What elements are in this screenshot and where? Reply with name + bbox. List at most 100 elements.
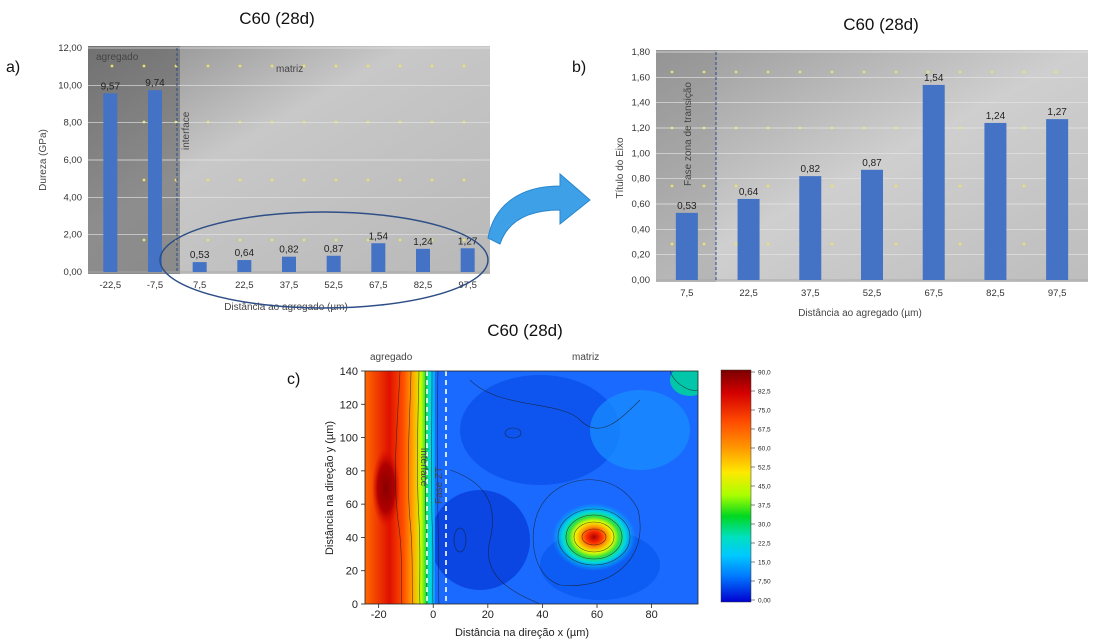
indent-mark-icon <box>302 64 306 68</box>
indent-mark-icon <box>398 178 402 182</box>
colorbar-label: 45,0 <box>758 484 771 491</box>
c-ytick-label: 80 <box>346 466 358 478</box>
indent-mark-icon <box>238 178 242 182</box>
a-data-label: 0,82 <box>279 245 299 256</box>
b-bar <box>675 212 698 280</box>
colorbar-label: 67,5 <box>758 427 771 434</box>
a-xtick-label: 22,5 <box>235 280 254 291</box>
b-ytick-label: 0,00 <box>632 275 651 286</box>
indent-mark-icon <box>702 70 706 74</box>
a-data-label: 9,74 <box>145 78 165 89</box>
indent-mark-icon <box>430 178 434 182</box>
chart-a-highlight-ellipse <box>159 211 489 309</box>
c-xtick-label: 40 <box>536 609 548 621</box>
indent-mark-icon <box>334 64 338 68</box>
a-ytick-label: 0,00 <box>64 267 83 278</box>
b-bar <box>984 122 1007 280</box>
c-ytick-label: 40 <box>346 532 358 544</box>
a-bar <box>460 248 475 272</box>
chart-c-xlabel: Distância na direção x (µm) <box>455 627 589 639</box>
colorbar-label: 90,0 <box>758 370 771 377</box>
indent-mark-icon <box>366 238 370 242</box>
colorbar-label: 7,50 <box>758 579 771 586</box>
c-ytick-label: 20 <box>346 566 358 578</box>
indent-mark-icon <box>302 178 306 182</box>
indent-mark-icon <box>462 238 466 242</box>
indent-mark-icon <box>926 70 930 74</box>
indent-mark-icon <box>830 70 834 74</box>
b-xtick-label: 67,5 <box>924 288 943 299</box>
b-data-label: 0,82 <box>801 164 821 175</box>
a-ytick-label: 10,00 <box>58 80 82 91</box>
chart-a-title: C60 (28d) <box>239 9 315 28</box>
indent-mark-icon <box>894 242 898 246</box>
indent-mark-icon <box>206 178 210 182</box>
indent-mark-icon <box>302 238 306 242</box>
indent-mark-icon <box>366 64 370 68</box>
indent-mark-icon <box>1022 242 1026 246</box>
chart-a-matrix-label: matriz <box>276 64 303 75</box>
indent-mark-icon <box>862 70 866 74</box>
indent-mark-icon <box>142 178 146 182</box>
colorbar-label: 0,00 <box>758 598 771 605</box>
indent-mark-icon <box>366 178 370 182</box>
colorbar-label: 60,0 <box>758 446 771 453</box>
c-ytick-label: 120 <box>340 399 358 411</box>
b-xtick-label: 22,5 <box>739 288 758 299</box>
b-ytick-label: 0,60 <box>632 199 651 210</box>
indent-mark-icon <box>334 178 338 182</box>
b-data-label: 1,24 <box>986 111 1006 122</box>
chart-c-interface-label: interface <box>418 448 429 487</box>
a-xtick-label: -7,5 <box>147 280 163 291</box>
indent-mark-icon <box>734 242 738 246</box>
b-xtick-label: 97,5 <box>1048 288 1067 299</box>
indent-mark-icon <box>398 238 402 242</box>
a-xtick-label: 97,5 <box>458 280 477 291</box>
b-data-label: 0,53 <box>677 201 697 212</box>
panel-letter-c: c) <box>287 371 300 388</box>
indent-mark-icon <box>110 64 114 68</box>
a-ytick-label: 8,00 <box>64 118 83 129</box>
b-bar <box>737 198 760 280</box>
indent-mark-icon <box>766 70 770 74</box>
a-bar <box>192 262 207 272</box>
c-xtick-label: 80 <box>645 609 657 621</box>
chart-c-frame <box>364 370 699 605</box>
c-xtick-label: 0 <box>430 609 436 621</box>
chart-a-interface-label: interface <box>181 111 192 150</box>
a-ytick-label: 6,00 <box>64 155 83 166</box>
indent-mark-icon <box>1054 70 1058 74</box>
c-xtick-label: 60 <box>591 609 603 621</box>
indent-mark-icon <box>398 64 402 68</box>
colorbar-label: 52,5 <box>758 465 771 472</box>
b-xtick-label: 82,5 <box>986 288 1005 299</box>
indent-mark-icon <box>142 238 146 242</box>
indent-mark-icon <box>766 242 770 246</box>
b-data-label: 0,64 <box>739 187 759 198</box>
chart-c-aggregate-label: agregado <box>370 352 413 363</box>
indent-mark-icon <box>702 184 706 188</box>
b-ytick-label: 1,20 <box>632 123 651 134</box>
indent-mark-icon <box>958 184 962 188</box>
indent-mark-icon <box>766 184 770 188</box>
a-xtick-label: -22,5 <box>100 280 122 291</box>
a-bar <box>371 243 386 272</box>
chart-c-ylabel: Distância na direção y (µm) <box>324 421 336 555</box>
indent-mark-icon <box>894 184 898 188</box>
a-bar <box>416 248 430 272</box>
b-data-label: 1,27 <box>1047 107 1067 118</box>
indent-mark-icon <box>798 70 802 74</box>
a-bar <box>103 93 118 272</box>
a-bar <box>326 255 341 272</box>
chart-c-title: C60 (28d) <box>487 321 563 340</box>
colorbar-label: 37,5 <box>758 503 771 510</box>
b-xtick-label: 37,5 <box>801 288 820 299</box>
c-xtick-label: -20 <box>371 609 387 621</box>
indent-mark-icon <box>1022 184 1026 188</box>
indent-mark-icon <box>206 64 210 68</box>
indent-mark-icon <box>270 238 274 242</box>
c-ytick-label: 140 <box>340 366 358 378</box>
indent-mark-icon <box>958 242 962 246</box>
a-data-label: 1,54 <box>369 231 389 242</box>
